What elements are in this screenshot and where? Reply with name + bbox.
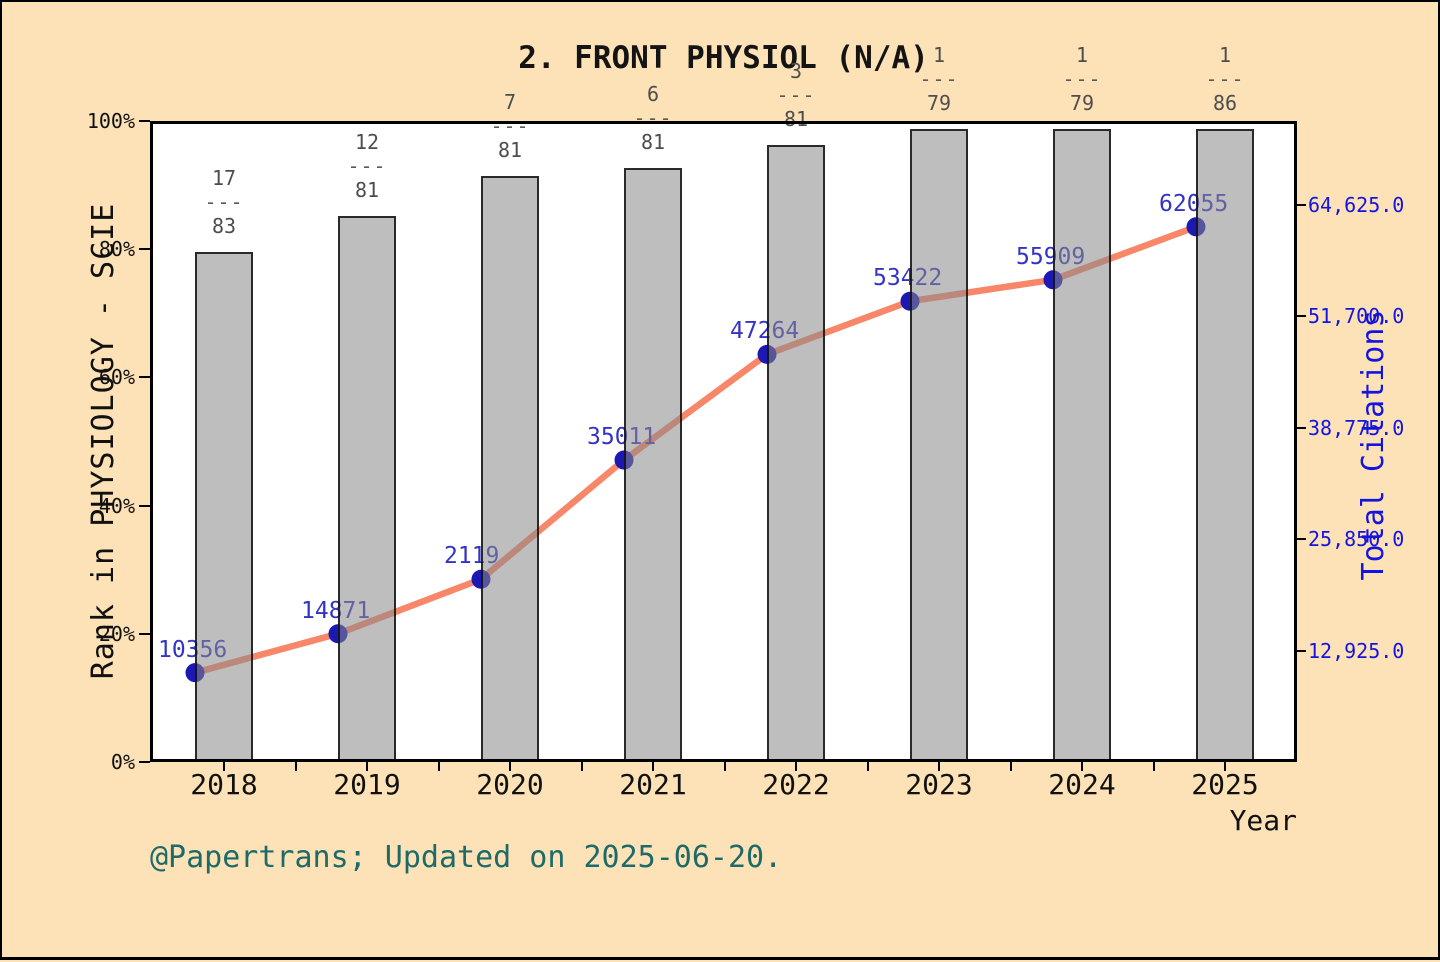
rank-bar-2022 — [767, 144, 825, 762]
rank-bar-2024 — [1053, 129, 1111, 762]
rank-fraction-2023: 1 --- 79 — [894, 43, 984, 115]
chart-title: 2. FRONT PHYSIOL (N/A) — [518, 40, 929, 76]
x-minor-tick — [1009, 762, 1012, 771]
fraction-numerator: 1 — [932, 43, 946, 68]
x-minor-tick — [723, 762, 726, 771]
rank-bar-2019 — [338, 215, 396, 762]
fraction-bar: --- — [1062, 67, 1102, 92]
rank-fraction-2020: 7 --- 81 — [465, 90, 555, 162]
x-tick-label-2018: 2018 — [190, 768, 258, 801]
x-tick-label-2024: 2024 — [1048, 768, 1116, 801]
footer-credit: @Papertrans; Updated on 2025-06-20. — [150, 840, 783, 875]
fraction-bar: --- — [490, 114, 530, 139]
rank-fraction-2019: 12 --- 81 — [322, 130, 412, 202]
rank-fraction-2025: 1 --- 86 — [1180, 43, 1270, 115]
left-tick-label: 100% — [86, 109, 135, 133]
x-tick-label-2025: 2025 — [1191, 768, 1259, 801]
rank-bar-2020 — [481, 176, 539, 762]
left-tick — [139, 376, 150, 379]
x-minor-tick — [294, 762, 297, 771]
fraction-denominator: 81 — [354, 177, 380, 202]
fraction-numerator: 7 — [503, 90, 517, 115]
right-tick — [1297, 315, 1306, 318]
fraction-denominator: 81 — [497, 138, 523, 163]
x-minor-tick — [866, 762, 869, 771]
fraction-numerator: 3 — [789, 58, 803, 83]
x-tick-label-2023: 2023 — [905, 768, 973, 801]
x-tick-label-2022: 2022 — [762, 768, 830, 801]
fraction-bar: --- — [347, 153, 387, 178]
fraction-denominator: 81 — [783, 106, 809, 131]
x-major-tick — [366, 762, 368, 771]
right-tick-label: 64,625.0 — [1308, 192, 1405, 217]
x-axis-title: Year — [1229, 804, 1297, 837]
rank-bar-2023 — [910, 129, 968, 762]
x-major-tick — [223, 762, 225, 771]
fraction-numerator: 6 — [646, 82, 660, 107]
fraction-bar: --- — [633, 106, 673, 131]
x-major-tick — [1081, 762, 1083, 771]
rank-fraction-2018: 17 --- 83 — [179, 166, 269, 238]
plot-area: 10356 14871 2119 35011 47264 53422 55909 62055 … — [150, 43, 1297, 762]
fraction-numerator: 17 — [211, 166, 237, 191]
left-tick — [139, 248, 150, 251]
x-major-tick — [795, 762, 797, 771]
fraction-numerator: 1 — [1218, 42, 1232, 67]
right-tick — [1297, 203, 1306, 206]
right-tick — [1297, 538, 1306, 541]
x-minor-tick — [1152, 762, 1155, 771]
left-tick — [139, 761, 150, 763]
x-tick-label-2020: 2020 — [476, 768, 544, 801]
x-major-tick — [938, 762, 940, 771]
rank-bar-2021 — [624, 168, 682, 762]
fraction-denominator: 79 — [1069, 91, 1095, 116]
fraction-numerator: 12 — [354, 129, 380, 154]
x-tick-label-2021: 2021 — [619, 768, 687, 801]
fraction-denominator: 81 — [640, 130, 666, 155]
fraction-denominator: 79 — [926, 91, 952, 116]
x-major-tick — [509, 762, 511, 771]
fraction-denominator: 83 — [211, 214, 237, 239]
fraction-numerator: 1 — [1075, 43, 1089, 68]
right-tick — [1297, 649, 1306, 652]
fraction-bar: --- — [776, 82, 816, 107]
x-minor-tick — [437, 762, 440, 771]
fraction-bar: --- — [1205, 66, 1245, 91]
rank-fraction-layer: 17 --- 83 12 --- 81 7 --- 81 6 --- 81 3 --- 81 1 --- 79 1-… — [150, 43, 1297, 762]
left-tick — [139, 632, 150, 635]
rank-fraction-2022: 3 --- 81 — [751, 59, 841, 131]
rank-fraction-2021: 6 --- 81 — [608, 82, 698, 154]
rank-bar-2025 — [1196, 128, 1254, 762]
x-major-tick — [652, 762, 654, 771]
right-tick-label: 12,925.0 — [1308, 638, 1405, 663]
rank-fraction-2024: 1 --- 79 — [1037, 43, 1127, 115]
fraction-bar: --- — [204, 190, 244, 215]
fraction-denominator: 86 — [1212, 90, 1238, 115]
right-tick — [1297, 426, 1306, 429]
x-minor-tick — [580, 762, 583, 771]
x-tick-label-2019: 2019 — [333, 768, 401, 801]
x-major-tick — [1224, 762, 1226, 771]
left-tick-label: 0% — [110, 750, 135, 774]
left-tick — [139, 504, 150, 507]
left-tick — [139, 120, 150, 122]
fraction-bar: --- — [919, 67, 959, 92]
rank-bar-layer — [150, 121, 1297, 762]
rank-bar-2018 — [195, 252, 253, 762]
